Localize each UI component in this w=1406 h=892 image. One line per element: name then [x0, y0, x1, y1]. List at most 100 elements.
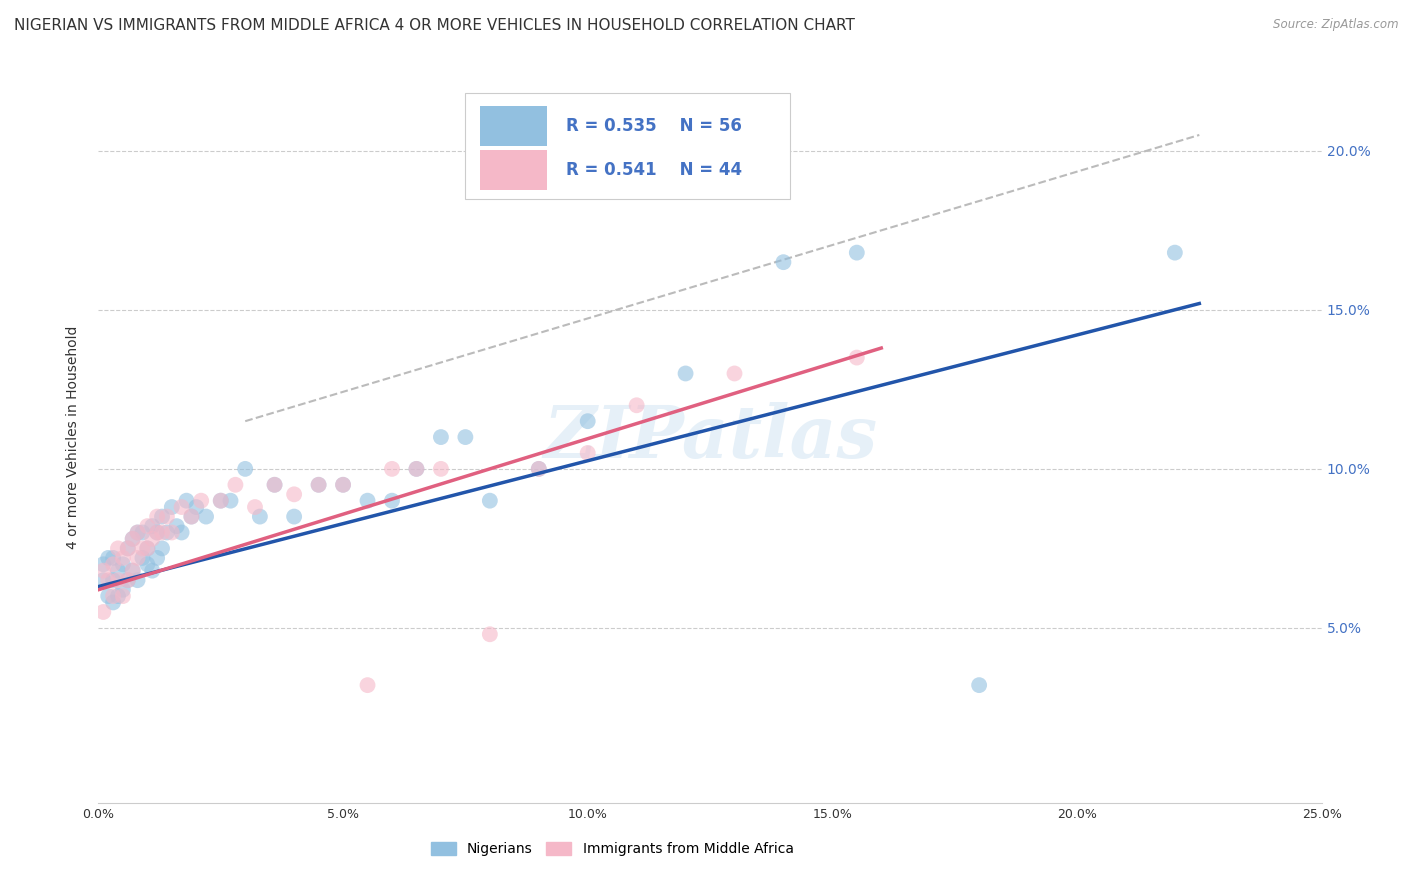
Point — [107, 541, 129, 556]
Point — [527, 462, 550, 476]
Point — [1164, 245, 1187, 260]
Point — [233, 462, 256, 476]
Point — [97, 550, 120, 565]
Point — [430, 430, 453, 444]
Point — [160, 500, 183, 514]
Text: NIGERIAN VS IMMIGRANTS FROM MIDDLE AFRICA 4 OR MORE VEHICLES IN HOUSEHOLD CORREL: NIGERIAN VS IMMIGRANTS FROM MIDDLE AFRIC… — [14, 18, 855, 33]
Point — [136, 541, 159, 556]
Point — [127, 573, 149, 587]
Point — [224, 477, 246, 491]
Text: ZIPatlas: ZIPatlas — [543, 401, 877, 473]
Point — [121, 564, 143, 578]
Point — [156, 509, 179, 524]
Point — [219, 493, 242, 508]
Point — [356, 678, 378, 692]
Point — [356, 493, 378, 508]
Point — [101, 595, 124, 609]
Point — [91, 564, 114, 578]
Point — [131, 541, 153, 556]
Point — [117, 573, 139, 587]
Point — [97, 589, 120, 603]
Point — [190, 493, 212, 508]
Point — [170, 500, 193, 514]
Point — [141, 564, 163, 578]
Point — [131, 525, 153, 540]
Point — [97, 573, 120, 587]
Point — [150, 525, 173, 540]
FancyBboxPatch shape — [479, 106, 547, 146]
Point — [283, 487, 305, 501]
Point — [263, 477, 285, 491]
Point — [107, 564, 129, 578]
FancyBboxPatch shape — [479, 150, 547, 190]
Point — [845, 245, 868, 260]
Point — [101, 573, 124, 587]
Point — [111, 589, 134, 603]
Point — [166, 519, 188, 533]
Point — [141, 532, 163, 546]
Point — [626, 398, 648, 412]
Point — [430, 462, 453, 476]
Point — [117, 573, 139, 587]
Point — [243, 500, 266, 514]
Point — [308, 477, 330, 491]
Point — [127, 550, 149, 565]
Point — [131, 550, 153, 565]
Point — [101, 558, 124, 572]
Point — [111, 582, 134, 597]
Point — [772, 255, 794, 269]
Point — [121, 532, 143, 546]
Point — [111, 558, 134, 572]
Point — [111, 550, 134, 565]
Point — [967, 678, 990, 692]
Point — [150, 509, 173, 524]
Point — [381, 493, 404, 508]
Legend: Nigerians, Immigrants from Middle Africa: Nigerians, Immigrants from Middle Africa — [425, 836, 799, 862]
Point — [146, 550, 169, 565]
FancyBboxPatch shape — [465, 94, 790, 200]
Point — [121, 564, 143, 578]
Point — [723, 367, 745, 381]
Point — [283, 509, 305, 524]
Point — [127, 525, 149, 540]
Point — [478, 627, 501, 641]
Point — [91, 605, 114, 619]
Point — [454, 430, 477, 444]
Point — [209, 493, 232, 508]
Point — [381, 462, 404, 476]
Point — [117, 541, 139, 556]
Point — [576, 446, 599, 460]
Point — [101, 550, 124, 565]
Text: R = 0.541    N = 44: R = 0.541 N = 44 — [565, 161, 742, 179]
Point — [180, 509, 202, 524]
Point — [117, 541, 139, 556]
Point — [249, 509, 271, 524]
Point — [121, 532, 143, 546]
Point — [141, 519, 163, 533]
Point — [170, 525, 193, 540]
Point — [136, 558, 159, 572]
Point — [91, 558, 114, 572]
Point — [107, 573, 129, 587]
Point — [150, 541, 173, 556]
Point — [405, 462, 427, 476]
Point — [146, 525, 169, 540]
Point — [845, 351, 868, 365]
Point — [405, 462, 427, 476]
Point — [176, 493, 198, 508]
Point — [263, 477, 285, 491]
Point — [136, 519, 159, 533]
Point — [527, 462, 550, 476]
Point — [186, 500, 208, 514]
Point — [127, 525, 149, 540]
Point — [146, 509, 169, 524]
Point — [160, 525, 183, 540]
Point — [136, 541, 159, 556]
Point — [478, 493, 501, 508]
Point — [332, 477, 354, 491]
Point — [209, 493, 232, 508]
Point — [107, 589, 129, 603]
Point — [675, 367, 697, 381]
Point — [332, 477, 354, 491]
Point — [91, 573, 114, 587]
